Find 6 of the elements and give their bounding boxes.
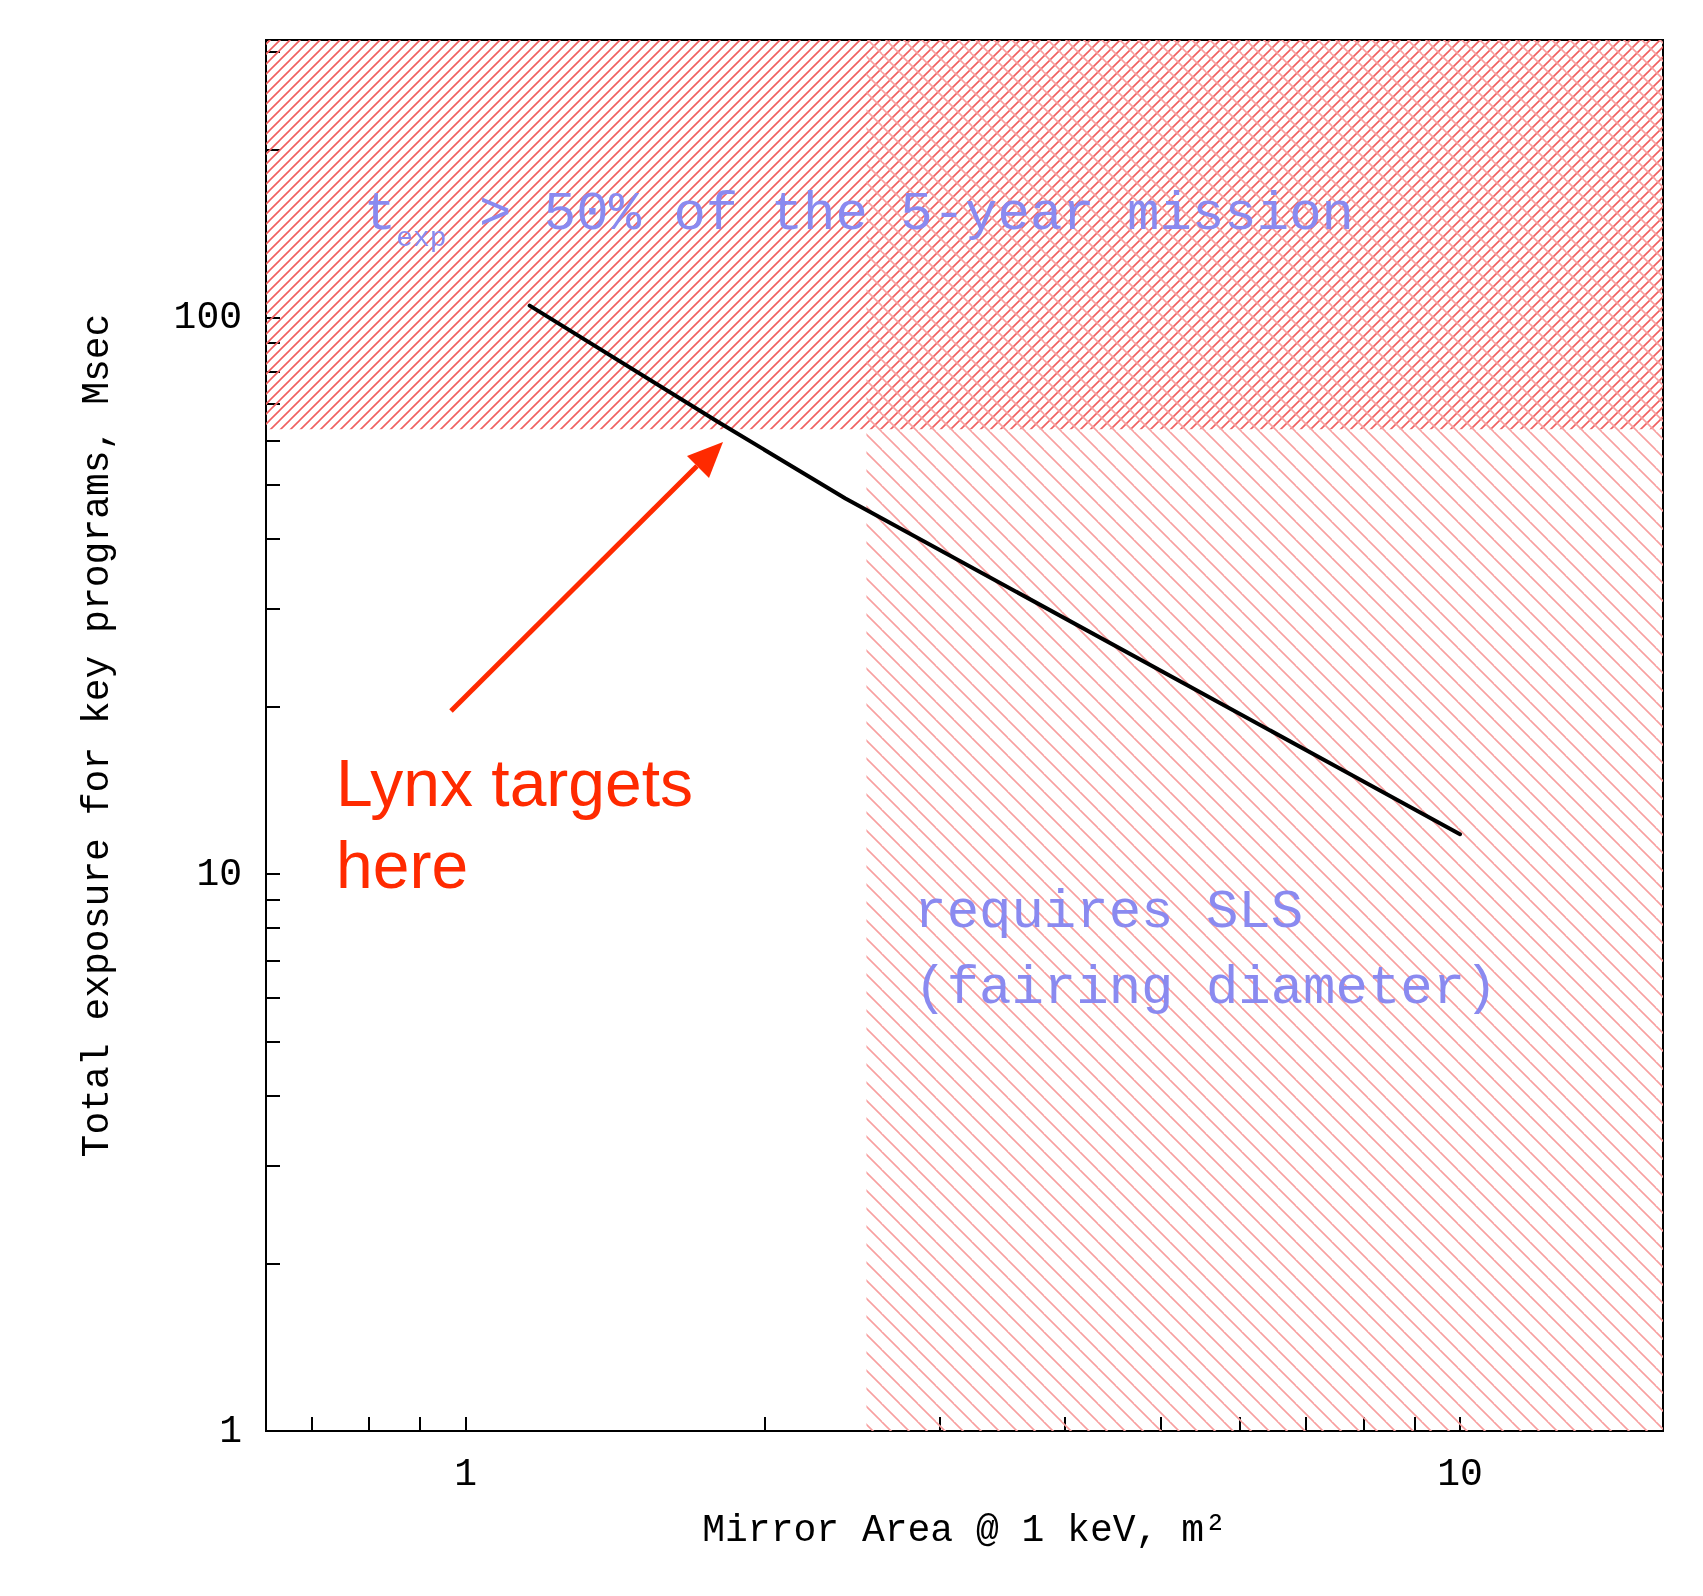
y-axis-title: Total exposure for key programs, Msec bbox=[75, 313, 119, 1158]
y-tick-label: 1 bbox=[219, 1409, 242, 1453]
x-axis-title: Mirror Area @ 1 keV, m² bbox=[702, 1508, 1227, 1552]
y-tick-label: 10 bbox=[196, 852, 242, 896]
annotation: Lynx targets here bbox=[336, 746, 694, 902]
y-tick-label: 100 bbox=[173, 295, 242, 339]
